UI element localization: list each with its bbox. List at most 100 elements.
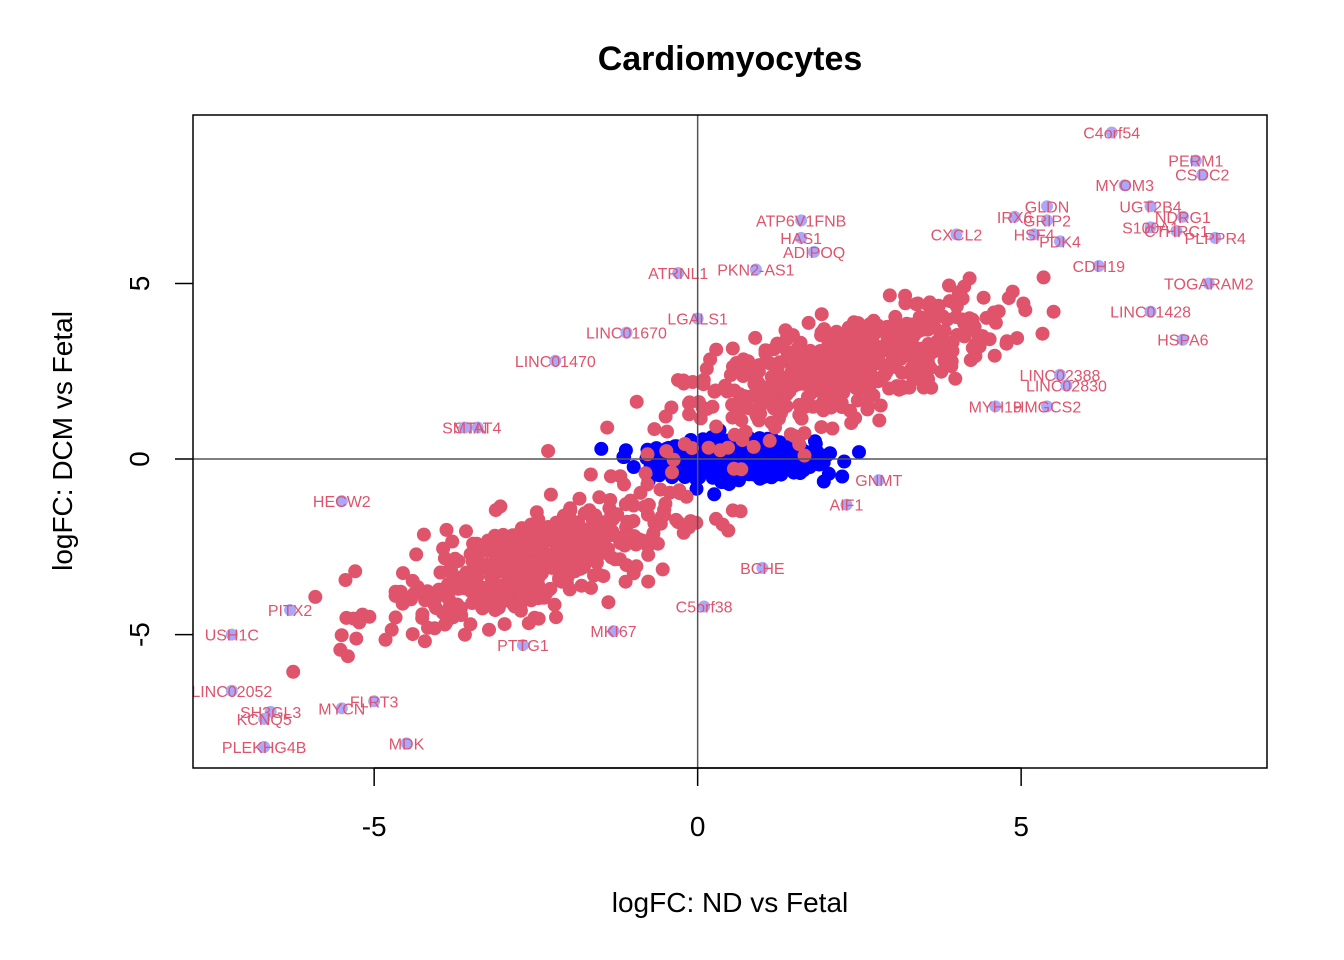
data-point [541,533,556,547]
data-point [339,610,354,625]
data-point [920,371,935,386]
data-point [741,354,756,369]
data-point [348,564,363,579]
gene-point [471,421,484,434]
gene-label: HAS1 [780,231,822,248]
data-point [577,506,592,521]
gene-point [1170,224,1183,237]
gene-point [795,214,808,227]
data-point [999,336,1014,351]
data-point [638,466,653,481]
gene-label: C5orf38 [676,600,733,617]
gene-point [1053,235,1066,248]
data-point [541,444,556,458]
data-point [604,550,619,565]
data-point [715,457,730,472]
data-point [463,617,478,632]
data-point [803,343,818,358]
data-point [927,339,942,354]
data-point [421,620,435,635]
plot-area: C4orf54PERM1CSDC2MYOM3UGT2B4NDRG1S100A1C… [193,115,1267,768]
data-point [563,503,578,518]
data-point [746,439,761,454]
gene-point [620,326,633,339]
y-tick-label: -5 [124,622,155,647]
data-point [860,402,875,417]
data-point [594,441,609,456]
gene-point [1041,200,1054,213]
data-point [617,477,631,492]
data-point [707,487,722,502]
cluster-down-down [286,465,748,679]
gene-point [400,737,413,750]
data-point [417,634,432,649]
data-point [488,579,503,594]
gene-label: USH1C [205,628,259,645]
data-point [647,422,662,437]
x-tick-label: 5 [1013,811,1029,842]
data-point [904,330,918,345]
gene-label: MYOM3 [1095,178,1154,195]
gene-label: TOGARAM2 [1164,277,1254,294]
data-point [459,524,473,539]
gene-label: HMGCS2 [1013,399,1082,416]
data-point [549,610,563,625]
data-point [976,290,991,305]
data-point [760,393,775,408]
gene-point [335,495,348,508]
data-point [641,547,656,562]
data-point [334,628,349,643]
data-point [543,487,558,502]
data-point [583,467,598,482]
data-point [623,529,637,544]
data-point [763,356,777,371]
gene-labels-layer: C4orf54PERM1CSDC2MYOM3UGT2B4NDRG1S100A1C… [193,126,1254,757]
data-point [524,593,539,608]
data-point [629,559,644,574]
data-point [529,505,544,520]
gene-point [225,684,238,697]
data-point [540,552,555,567]
gene-point [458,421,471,434]
gene-point [1144,305,1157,318]
data-point [726,359,740,374]
data-point [834,395,849,410]
data-point [893,351,908,366]
data-point [937,324,952,338]
gene-point [1053,368,1066,381]
gene-label: PERM1 [1168,154,1223,171]
data-point [592,490,607,505]
data-point [513,603,528,618]
gene-point [989,400,1002,413]
data-point [801,315,816,330]
data-point [388,588,403,603]
data-point [552,570,567,585]
data-point [625,514,639,529]
gene-label: LINC02830 [1026,378,1107,395]
data-point [409,547,424,562]
data-point [895,365,910,380]
data-point [766,444,781,459]
gene-point [258,712,271,725]
data-point [872,413,887,428]
gene-point [1144,221,1157,234]
data-point [837,454,852,469]
gene-label: MDK [389,736,425,753]
x-tick-label: -5 [362,811,387,842]
gene-label: C4orf54 [1083,126,1140,143]
data-point [1005,284,1020,299]
data-point [573,526,588,541]
gene-label: LINC01428 [1110,305,1191,322]
data-point [554,558,569,573]
data-point [849,322,864,336]
data-point [725,503,740,518]
data-point [773,339,788,354]
gene-point [549,354,562,367]
gene-label: CXCL2 [931,227,983,244]
data-point [905,317,919,332]
y-axis-label: logFC: DCM vs Fetal [47,311,78,571]
data-point [696,372,711,387]
data-point [658,409,673,424]
gene-label: ATRNL1 [648,266,708,283]
